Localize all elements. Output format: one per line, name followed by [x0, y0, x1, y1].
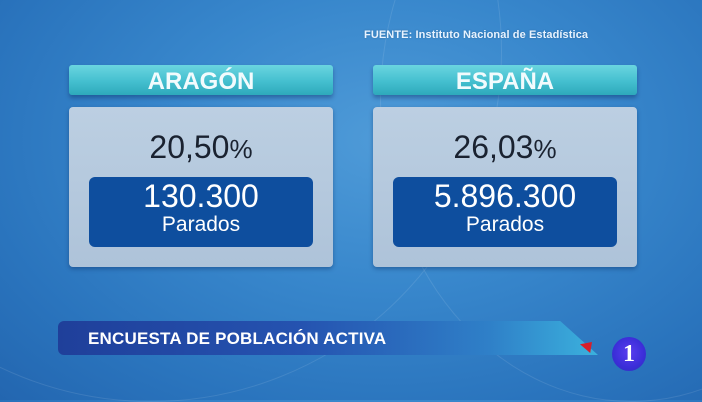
card-aragon: ARAGÓN 20,50% 130.300 Parados [69, 65, 333, 267]
unemployed-box: 5.896.300 Parados [393, 177, 617, 247]
unemployed-label: Parados [161, 213, 241, 236]
unemployed-count: 5.896.300 [433, 178, 577, 214]
unemployed-count: 130.300 [143, 178, 259, 214]
unemployment-rate: 20,50% [69, 129, 333, 166]
channel-logo-icon: 1 [612, 337, 646, 371]
card-espana: ESPAÑA 26,03% 5.896.300 Parados [373, 65, 637, 267]
banner-title: ENCUESTA DE POBLACIÓN ACTIVA [88, 329, 387, 348]
card-header: ESPAÑA [373, 65, 637, 95]
source-caption: FUENTE: Instituto Nacional de Estadístic… [364, 29, 589, 41]
unemployed-label: Parados [465, 213, 545, 236]
percent-symbol: % [229, 134, 253, 164]
channel-logo-red-mark-icon [580, 342, 592, 353]
rate-value: 20,50 [149, 129, 230, 165]
card-body: 26,03% 5.896.300 Parados [373, 107, 637, 267]
card-body: 20,50% 130.300 Parados [69, 107, 333, 267]
card-header: ARAGÓN [69, 65, 333, 95]
lower-third-banner: ENCUESTA DE POBLACIÓN ACTIVA [58, 321, 598, 355]
percent-symbol: % [533, 134, 557, 164]
unemployment-rate: 26,03% [373, 129, 637, 166]
unemployed-box: 130.300 Parados [89, 177, 313, 247]
rate-value: 26,03 [453, 129, 534, 165]
